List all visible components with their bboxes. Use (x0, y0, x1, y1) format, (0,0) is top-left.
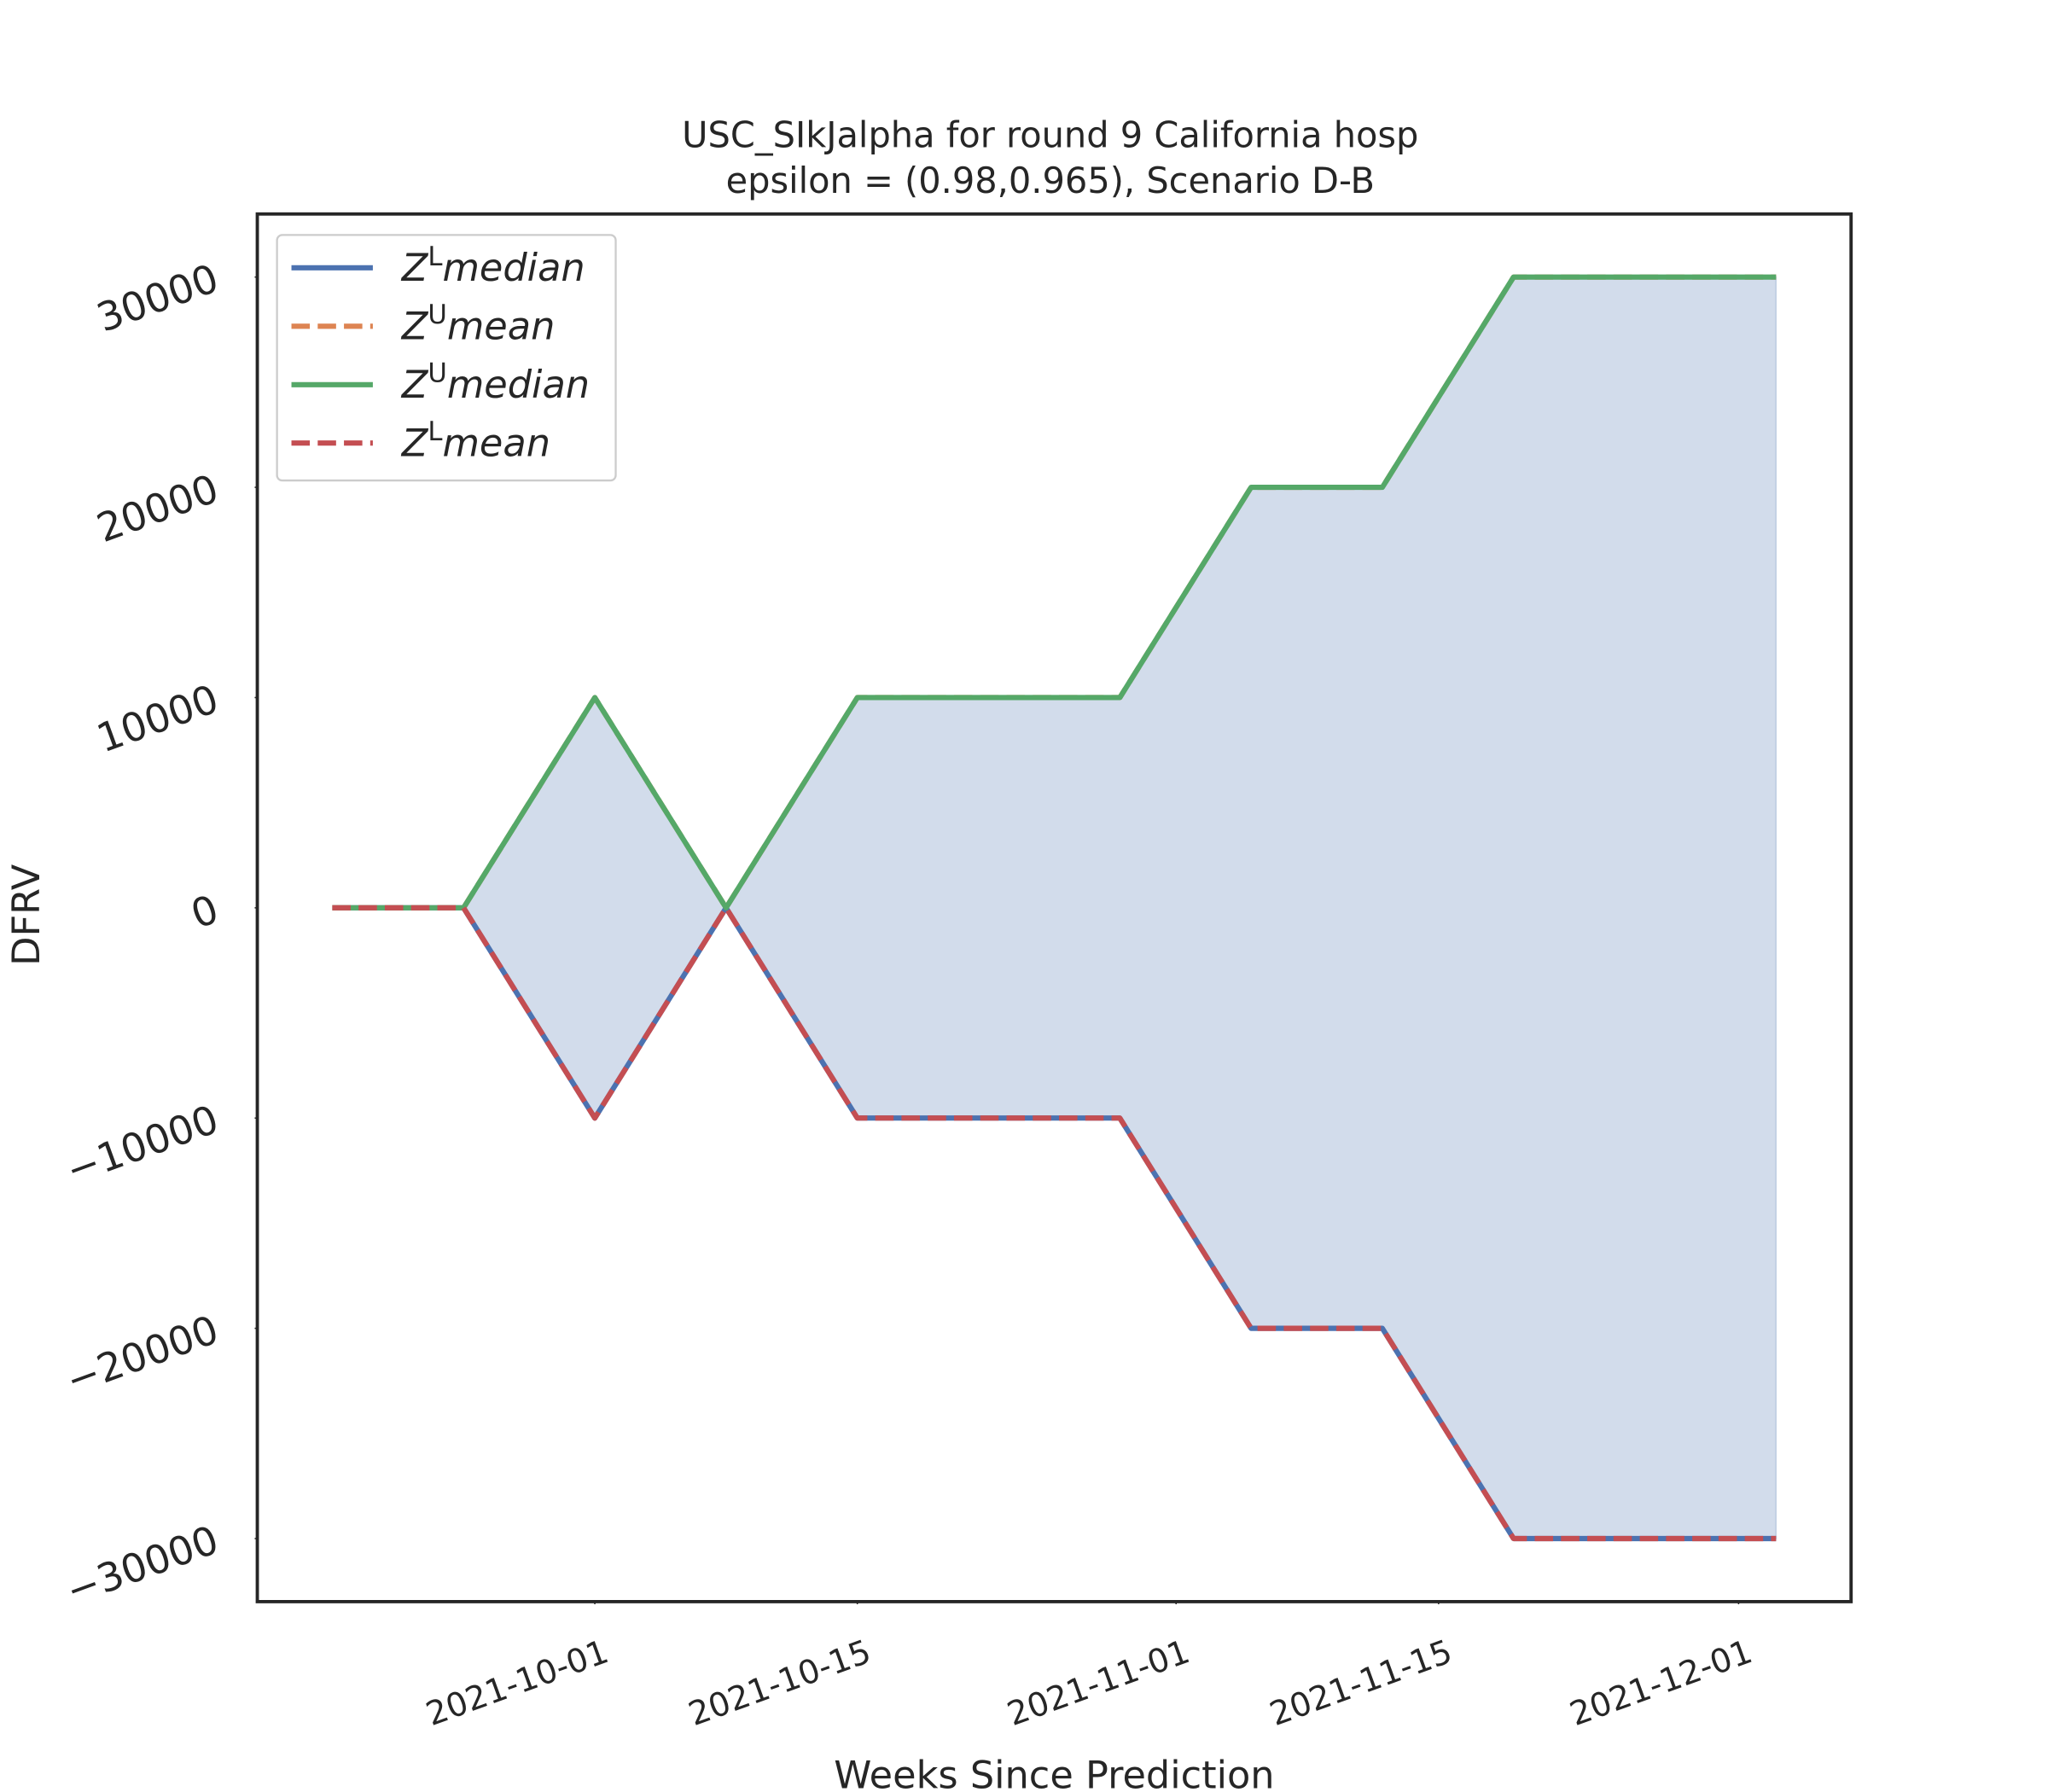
y-tick-label: −10000 (60, 1096, 224, 1193)
x-tick-label: 2021-11-01 (1003, 1632, 1195, 1734)
line (332, 274, 1777, 911)
chart-subtitle: epsilon = (0.98,0.965), Scenario D-B (726, 160, 1375, 201)
x-tick-label: 2021-11-15 (1265, 1632, 1457, 1734)
y-tick-label: 20000 (90, 465, 224, 551)
y-tick-label: 10000 (90, 676, 224, 762)
y-tick-label: −20000 (60, 1306, 224, 1404)
line (332, 905, 1777, 1542)
legend-label: ZLmedian (401, 241, 585, 290)
y-axis-label: DFRV (4, 864, 49, 966)
x-tick-label: 2021-12-01 (1565, 1632, 1757, 1734)
legend-label: ZUmean (401, 300, 556, 348)
y-tick-label: 30000 (90, 255, 224, 341)
legend-label: ZLmean (401, 416, 550, 465)
y-tick-label: −30000 (60, 1516, 224, 1614)
x-tick-label: 2021-10-15 (684, 1632, 876, 1734)
x-axis-label: Weeks Since Prediction (834, 1753, 1274, 1792)
legend-label: ZUmedian (401, 358, 590, 407)
legend: ZLmedian ZUmean ZUmedian ZLmean (276, 234, 617, 482)
y-tick-label: 0 (185, 886, 224, 938)
x-tick-label: 2021-10-01 (422, 1632, 614, 1734)
legend-box (276, 234, 617, 482)
plot-frame (255, 212, 1853, 1603)
chart-title: USC_SIkJalpha for round 9 California hos… (682, 113, 1418, 155)
